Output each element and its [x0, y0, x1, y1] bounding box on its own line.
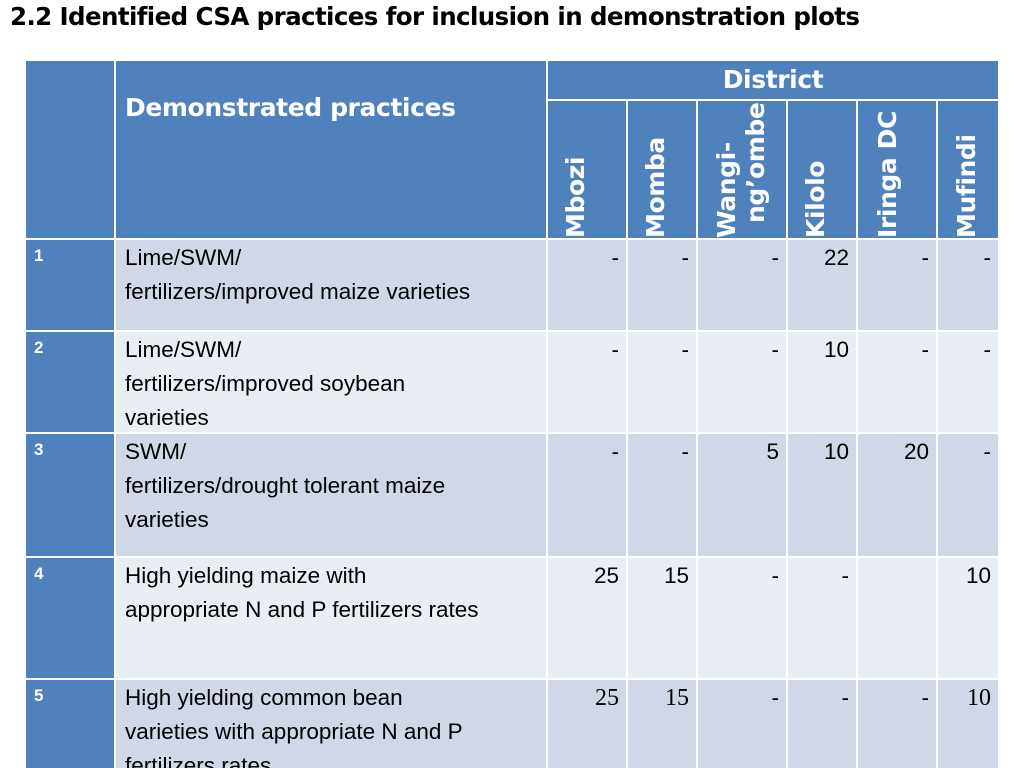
- district-label-momba: Momba: [641, 137, 670, 238]
- row-2-mufindi: -: [938, 332, 998, 432]
- row-5-kilolo: -: [788, 680, 856, 768]
- row-3-iringa-dc: 20: [858, 434, 936, 556]
- row-1-number: 1: [26, 240, 114, 330]
- district-label-wangingombe-2: ng’ombe: [741, 102, 770, 223]
- row-5-iringa-dc: -: [858, 680, 936, 768]
- header-district-kilolo: Kilolo: [788, 101, 856, 238]
- row-2-iringa-dc: -: [858, 332, 936, 432]
- row-5-line-3: fertilizers rates: [125, 753, 272, 768]
- row-2-wangingombe: -: [698, 332, 786, 432]
- district-label-mufindi: Mufindi: [952, 134, 981, 238]
- row-4-number: 4: [26, 558, 114, 678]
- row-2-mbozi: -: [548, 332, 626, 432]
- row-2-number: 2: [26, 332, 114, 432]
- row-4-practice: High yielding maize with appropriate N a…: [116, 558, 546, 678]
- row-5-line-1: High yielding common bean: [125, 685, 403, 710]
- row-5-wangingombe: -: [698, 680, 786, 768]
- row-3-number: 3: [26, 434, 114, 556]
- row-4-mbozi: 25: [548, 558, 626, 678]
- header-district-mbozi: Mbozi: [548, 101, 626, 238]
- row-4-kilolo: -: [788, 558, 856, 678]
- row-3-practice: SWM/ fertilizers/drought tolerant maize …: [116, 434, 546, 556]
- header-district-mufindi: Mufindi: [938, 101, 998, 238]
- row-1-kilolo: 22: [788, 240, 856, 330]
- row-2-momba: -: [628, 332, 696, 432]
- row-4-line-1: High yielding maize with: [125, 563, 367, 588]
- row-1-practice: Lime/SWM/ fertilizers/improved maize var…: [116, 240, 546, 330]
- row-5-momba: 15: [628, 680, 696, 768]
- row-3-line-1: SWM/: [125, 439, 187, 464]
- header-district-wangingombe: Wangi- ng’ombe: [698, 101, 786, 238]
- row-2-kilolo: 10: [788, 332, 856, 432]
- row-3-line-3: varieties: [125, 507, 209, 532]
- header-practices: Demonstrated practices: [116, 61, 546, 238]
- row-5-mufindi: 10: [938, 680, 998, 768]
- row-1-iringa-dc: -: [858, 240, 936, 330]
- row-5-mbozi: 25: [548, 680, 626, 768]
- row-4-wangingombe: -: [698, 558, 786, 678]
- row-3-line-2: fertilizers/drought tolerant maize: [125, 473, 446, 498]
- header-district-iringa-dc: Iringa DC: [858, 101, 936, 238]
- header-num-cell: [26, 61, 114, 238]
- row-4-iringa-dc: [858, 558, 936, 678]
- row-4-momba: 15: [628, 558, 696, 678]
- row-1-line-1: Lime/SWM/: [125, 245, 242, 270]
- row-4-mufindi: 10: [938, 558, 998, 678]
- row-2-line-2: fertilizers/improved soybean: [125, 371, 406, 396]
- header-district: District: [548, 61, 998, 99]
- district-label-iringa-dc: Iringa DC: [873, 111, 902, 238]
- row-2-line-3: varieties: [125, 405, 209, 430]
- row-1-wangingombe: -: [698, 240, 786, 330]
- district-label-mbozi: Mbozi: [561, 156, 590, 238]
- row-3-mufindi: -: [938, 434, 998, 556]
- page-title: 2.2 Identified CSA practices for inclusi…: [10, 2, 860, 31]
- district-label-kilolo: Kilolo: [801, 160, 830, 238]
- header-district-momba: Momba: [628, 101, 696, 238]
- district-label-wangingombe-1: Wangi-: [712, 142, 741, 238]
- row-3-mbozi: -: [548, 434, 626, 556]
- row-1-mufindi: -: [938, 240, 998, 330]
- row-3-momba: -: [628, 434, 696, 556]
- row-5-line-2: varieties with appropriate N and P: [125, 719, 463, 744]
- row-2-line-1: Lime/SWM/: [125, 337, 242, 362]
- row-5-number: 5: [26, 680, 114, 768]
- row-3-wangingombe: 5: [698, 434, 786, 556]
- row-2-practice: Lime/SWM/ fertilizers/improved soybean v…: [116, 332, 546, 432]
- row-3-kilolo: 10: [788, 434, 856, 556]
- row-5-practice: High yielding common bean varieties with…: [116, 680, 546, 768]
- row-1-line-2: fertilizers/improved maize varieties: [125, 279, 471, 304]
- row-4-line-2: appropriate N and P fertilizers rates: [125, 597, 479, 622]
- row-1-momba: -: [628, 240, 696, 330]
- row-1-mbozi: -: [548, 240, 626, 330]
